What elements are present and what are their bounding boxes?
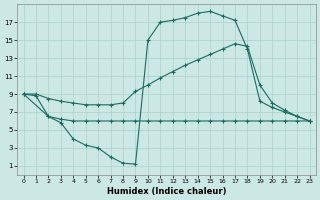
X-axis label: Humidex (Indice chaleur): Humidex (Indice chaleur) <box>107 187 226 196</box>
